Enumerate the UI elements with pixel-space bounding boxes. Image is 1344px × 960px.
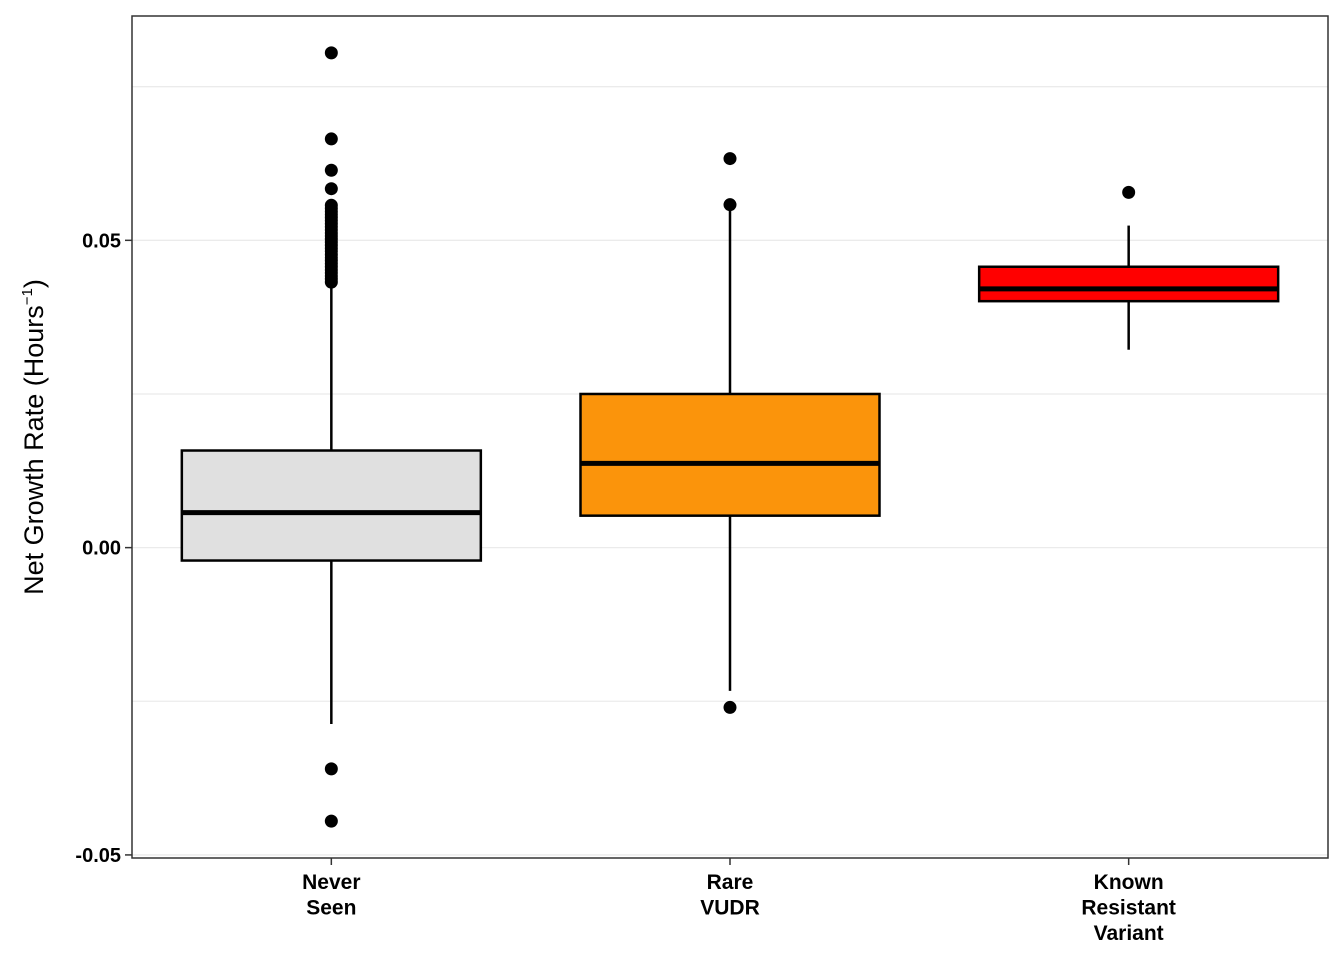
outlier-point bbox=[723, 700, 737, 714]
x-tick-label-line: Known bbox=[1094, 871, 1164, 894]
x-tick-label: Known Resistant Variant bbox=[1081, 871, 1176, 945]
outlier-point bbox=[324, 182, 338, 196]
outlier-point bbox=[324, 814, 338, 828]
x-axis: Never Seen Rare VUDR Known Resistant Variant bbox=[302, 858, 1176, 945]
outlier-point bbox=[324, 275, 338, 289]
outlier-point bbox=[324, 132, 338, 146]
y-axis-title-paren-open: ( bbox=[19, 377, 49, 386]
y-axis-title: Net Growth Rate (Hours−1) bbox=[19, 279, 49, 595]
y-tick-label: 0.00 bbox=[82, 538, 121, 560]
box-iqr bbox=[977, 265, 1280, 303]
x-tick-label-line: VUDR bbox=[700, 897, 760, 920]
y-axis-title-exponent: −1 bbox=[19, 288, 36, 305]
x-tick-label-line: Variant bbox=[1094, 922, 1164, 945]
outlier-point bbox=[324, 163, 338, 177]
outlier-point bbox=[723, 198, 737, 212]
box-group bbox=[180, 46, 483, 828]
x-tick-label-line: Rare bbox=[707, 871, 754, 894]
outlier-point bbox=[723, 152, 737, 166]
x-tick-label-line: Resistant bbox=[1081, 897, 1176, 920]
box-group bbox=[579, 152, 881, 714]
x-tick-label-line: Never bbox=[302, 871, 360, 894]
y-tick-label: 0.05 bbox=[82, 230, 121, 252]
y-tick-label: -0.05 bbox=[75, 845, 121, 867]
box-group bbox=[977, 185, 1280, 350]
y-axis-title-unit: Hours bbox=[19, 305, 49, 377]
outlier-point bbox=[324, 46, 338, 60]
x-tick-label-line: Seen bbox=[306, 897, 356, 920]
y-axis-title-paren-close: ) bbox=[19, 279, 49, 288]
outlier-point bbox=[324, 762, 338, 776]
y-axis: -0.05 0.00 0.05 bbox=[75, 230, 132, 867]
box-iqr bbox=[579, 392, 881, 517]
box-iqr bbox=[180, 449, 483, 562]
x-tick-label: Rare VUDR bbox=[700, 871, 760, 920]
outlier-point bbox=[1122, 185, 1136, 199]
y-axis-title-text: Net Growth Rate bbox=[19, 386, 49, 595]
box-series bbox=[180, 46, 1280, 828]
x-tick-label: Never Seen bbox=[302, 871, 360, 920]
